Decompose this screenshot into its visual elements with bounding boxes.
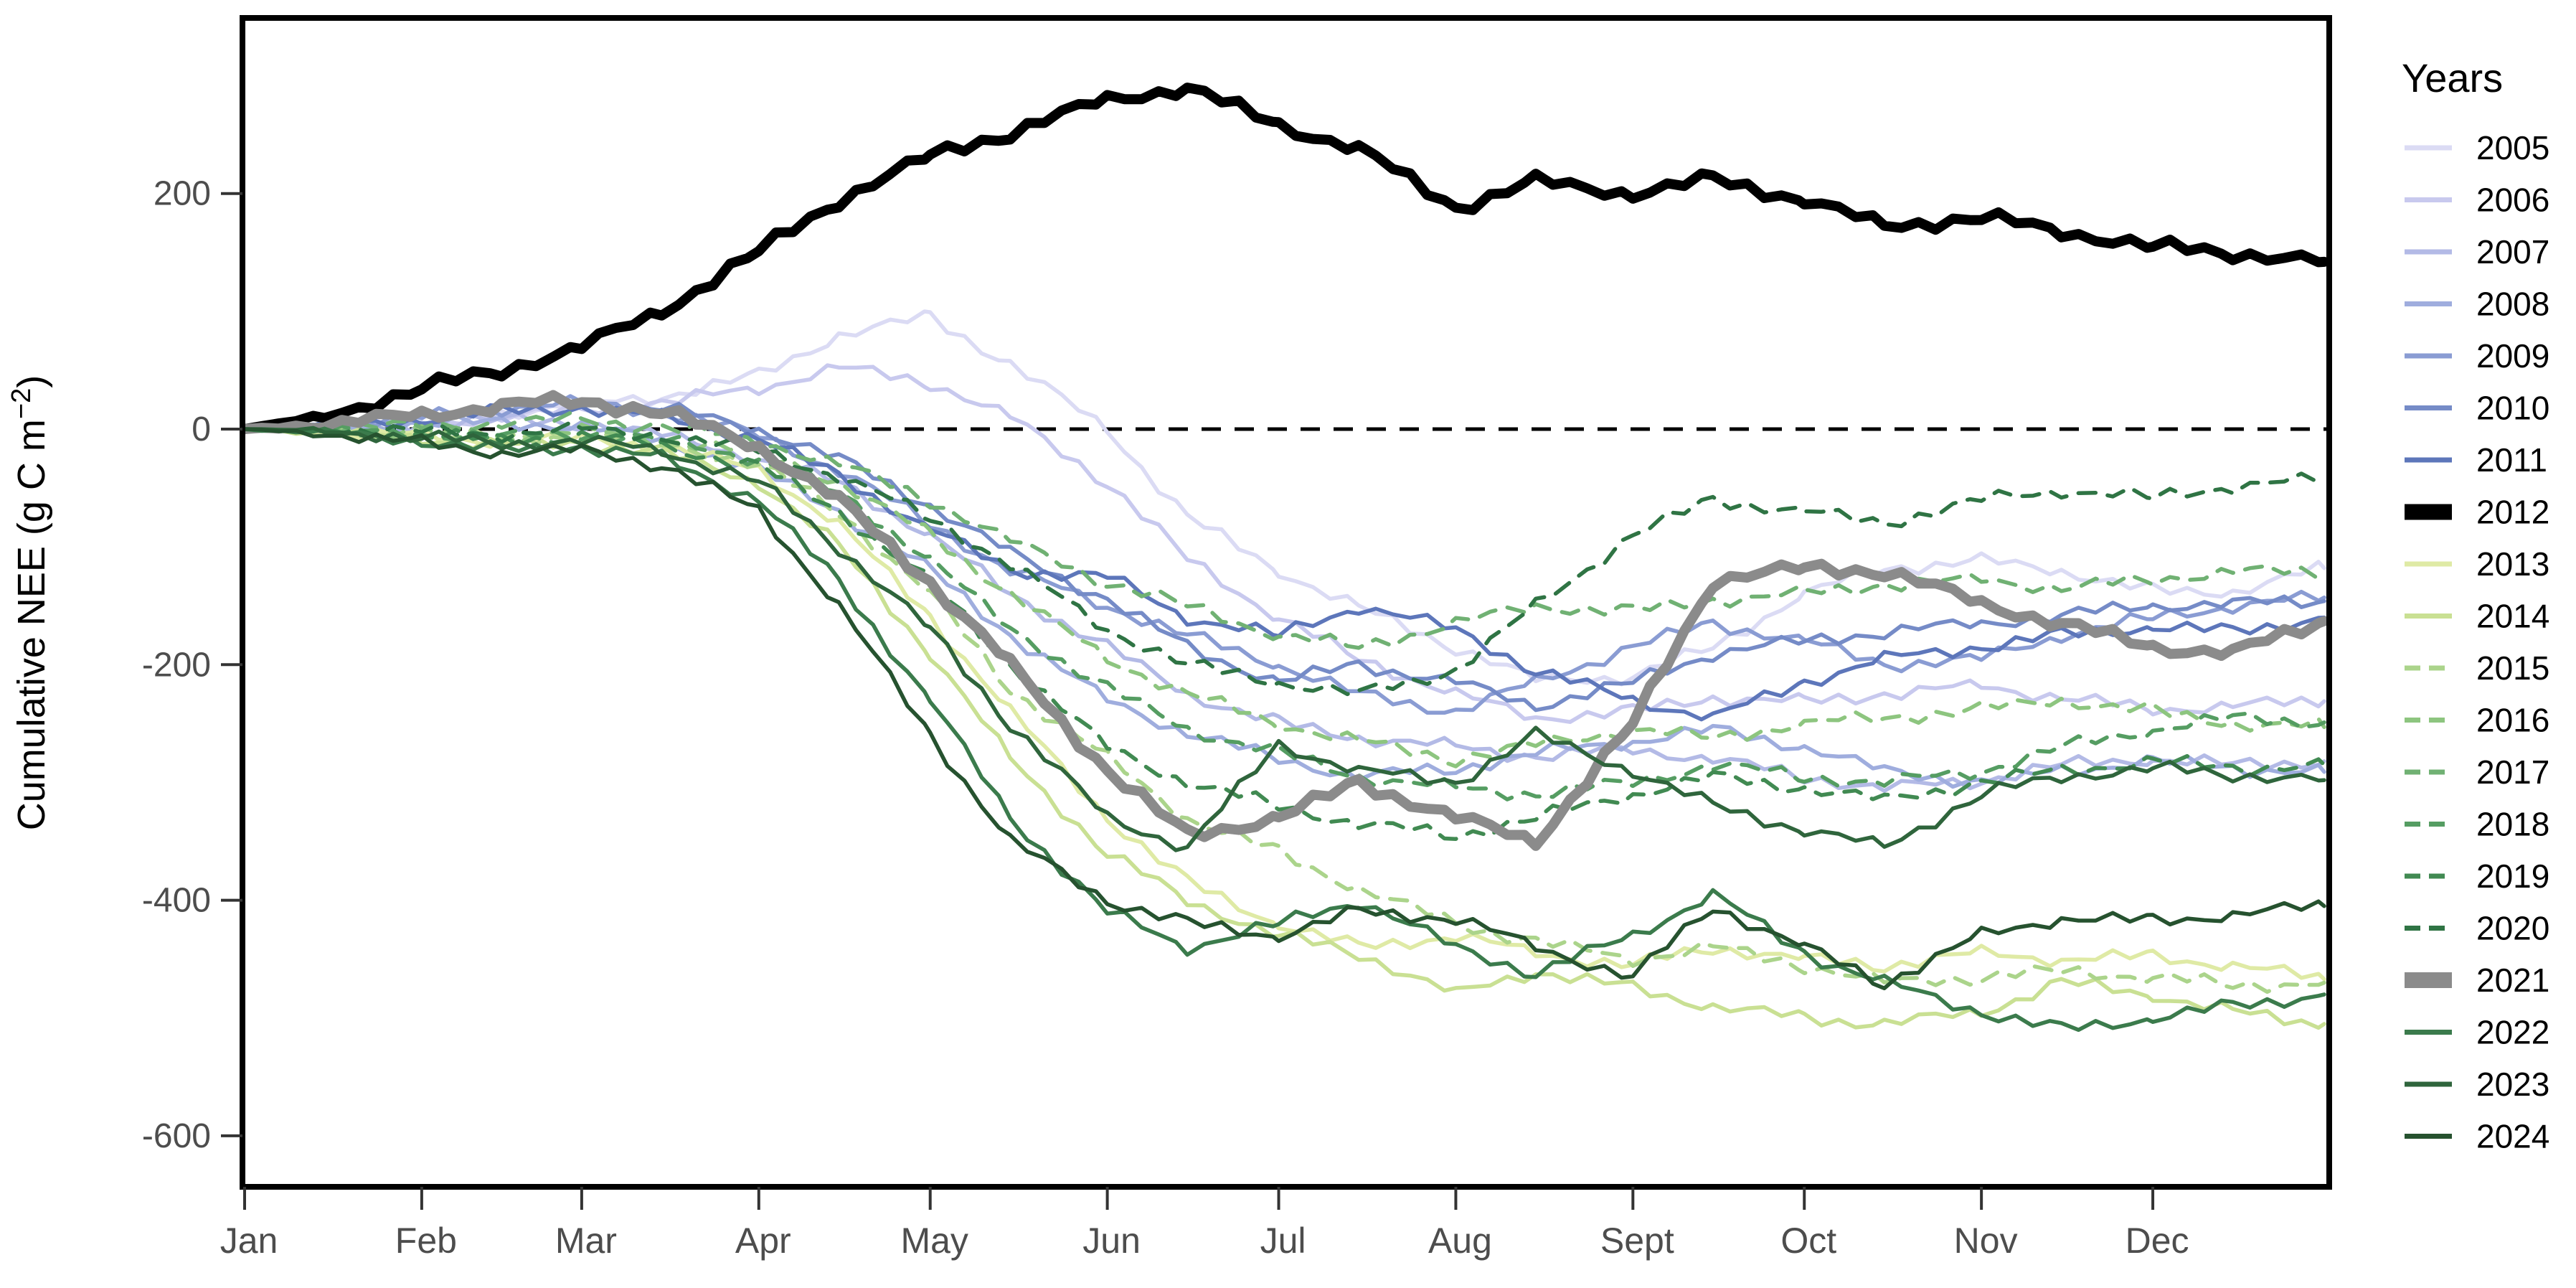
x-tick-label: Nov bbox=[1954, 1221, 2018, 1261]
legend-item-2011: 2011 bbox=[2405, 441, 2547, 479]
line-2007 bbox=[242, 411, 2326, 794]
legend-item-2009: 2009 bbox=[2405, 337, 2549, 375]
legend-label-2017: 2017 bbox=[2476, 753, 2549, 791]
x-tick-label: May bbox=[900, 1221, 968, 1261]
legend-label-2024: 2024 bbox=[2476, 1118, 2549, 1155]
x-tick-label: Oct bbox=[1780, 1221, 1836, 1261]
legend-label-2019: 2019 bbox=[2476, 857, 2549, 895]
legend-item-2023: 2023 bbox=[2405, 1066, 2549, 1103]
legend-item-2010: 2010 bbox=[2405, 390, 2549, 427]
line-2012 bbox=[240, 83, 2329, 434]
legend-label-2016: 2016 bbox=[2476, 702, 2549, 739]
legend-label-2023: 2023 bbox=[2476, 1066, 2549, 1103]
plot-frame bbox=[240, 15, 2332, 1190]
y-axis-title-text: Cumulative NEE (g C m−2) bbox=[6, 375, 53, 830]
line-2013 bbox=[242, 426, 2326, 982]
line-2020 bbox=[242, 420, 2326, 697]
line-2022 bbox=[242, 426, 2326, 1033]
legend-label-2009: 2009 bbox=[2476, 337, 2549, 375]
legend-label-2008: 2008 bbox=[2476, 286, 2549, 323]
legend-item-2019: 2019 bbox=[2405, 857, 2549, 895]
legend-item-2016: 2016 bbox=[2405, 702, 2549, 739]
x-tick-label: Feb bbox=[395, 1221, 457, 1261]
x-tick-label: Jul bbox=[1260, 1221, 1306, 1261]
legend-item-2013: 2013 bbox=[2405, 545, 2549, 583]
legend-label-2014: 2014 bbox=[2476, 598, 2549, 635]
legend-item-2005: 2005 bbox=[2405, 129, 2549, 166]
axes: 200 0 -200 -400 -600 Jan Feb Mar Apr May Jun Jul Aug… bbox=[142, 175, 2189, 1261]
legend-label-2015: 2015 bbox=[2476, 649, 2549, 687]
legend-label-2013: 2013 bbox=[2476, 545, 2549, 583]
legend-label-2007: 2007 bbox=[2476, 233, 2549, 271]
legend-item-2021: 2021 bbox=[2405, 962, 2549, 999]
y-tick-label: -600 bbox=[142, 1117, 211, 1155]
legend-label-2020: 2020 bbox=[2476, 910, 2549, 947]
x-tick-label: Jan bbox=[220, 1221, 278, 1261]
line-2019 bbox=[242, 426, 2326, 841]
legend-item-2008: 2008 bbox=[2405, 286, 2549, 323]
legend-item-2022: 2022 bbox=[2405, 1014, 2549, 1051]
x-tick-label: Sept bbox=[1600, 1221, 1674, 1261]
x-tick-label: Aug bbox=[1428, 1221, 1492, 1261]
legend-label-2012: 2012 bbox=[2476, 494, 2549, 531]
legend-label-2018: 2018 bbox=[2476, 806, 2549, 843]
line-2016 bbox=[242, 423, 2326, 768]
line-2018 bbox=[242, 423, 2326, 802]
legend-label-2010: 2010 bbox=[2476, 390, 2549, 427]
line-2017 bbox=[242, 410, 2326, 650]
legend-item-2020: 2020 bbox=[2405, 910, 2549, 947]
legend-item-2024: 2024 bbox=[2405, 1118, 2549, 1155]
x-tick-label: Mar bbox=[555, 1221, 617, 1261]
line-2005 bbox=[242, 309, 2326, 687]
legend-label-2021: 2021 bbox=[2476, 962, 2549, 999]
y-tick-label: -200 bbox=[142, 646, 211, 684]
line-2011 bbox=[242, 403, 2326, 722]
legend-label-2006: 2006 bbox=[2476, 182, 2549, 219]
y-axis-title: Cumulative NEE (g C m−2) bbox=[6, 375, 53, 830]
line-2021 bbox=[240, 390, 2329, 851]
year-lines bbox=[240, 83, 2329, 1033]
legend-item-2006: 2006 bbox=[2405, 182, 2549, 219]
x-tick-label: Dec bbox=[2126, 1221, 2189, 1261]
legend-item-2007: 2007 bbox=[2405, 233, 2549, 271]
legend-item-2014: 2014 bbox=[2405, 598, 2549, 635]
line-2015 bbox=[242, 426, 2326, 995]
legend-item-2012: 2012 bbox=[2405, 494, 2549, 531]
x-tick-label: Apr bbox=[735, 1221, 791, 1261]
line-2024 bbox=[242, 427, 2326, 991]
y-tick-label: 0 bbox=[192, 410, 211, 448]
legend: Years 2005 2006 2007 2008 2009 2010 2011 2012 201… bbox=[2402, 55, 2549, 1155]
legend-label-2011: 2011 bbox=[2476, 441, 2547, 479]
frame-rect bbox=[240, 15, 2332, 1190]
legend-item-2018: 2018 bbox=[2405, 806, 2549, 843]
legend-label-2005: 2005 bbox=[2476, 129, 2549, 166]
legend-title: Years bbox=[2402, 55, 2503, 100]
legend-item-2015: 2015 bbox=[2405, 649, 2549, 687]
y-tick-label: 200 bbox=[154, 175, 211, 213]
legend-label-2022: 2022 bbox=[2476, 1014, 2549, 1051]
legend-item-2017: 2017 bbox=[2405, 753, 2549, 791]
line-2023 bbox=[242, 426, 2326, 852]
y-tick-label: -400 bbox=[142, 882, 211, 920]
x-tick-label: Jun bbox=[1082, 1221, 1141, 1261]
